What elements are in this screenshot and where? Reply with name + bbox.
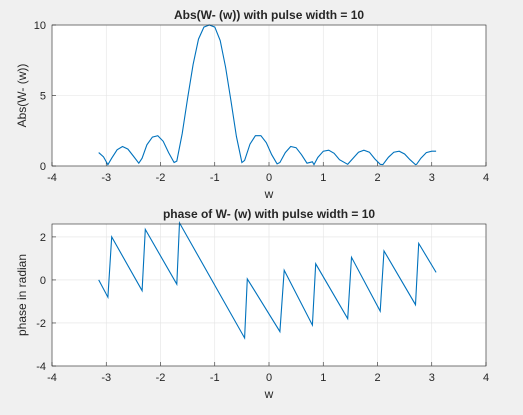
magnitude-plot: -4 -3 -2 -1 0 1 2 3 4 0 5 10 Abs(W- (w)) with puls… [15,8,489,201]
magnitude-title: Abs(W- (w)) with pulse width = 10 [174,8,364,22]
magnitude-series-line [98,24,437,166]
magnitude-x-tick-labels: -4 -3 -2 -1 0 1 2 3 4 [47,172,489,184]
magnitude-x-tick-label: -2 [156,172,166,184]
phase-y-tick-labels: -4 -2 0 2 [36,232,46,373]
magnitude-x-tick-label: -1 [210,172,220,184]
phase-x-axis-label: w [264,387,274,401]
magnitude-x-tick-label: 0 [266,172,272,184]
magnitude-y-tick-label: 5 [40,91,46,103]
magnitude-y-axis-label: Abs(W- (w)) [15,64,29,128]
magnitude-x-tick-label: 3 [429,172,435,184]
phase-x-tick-labels: -4 -3 -2 -1 0 1 2 3 4 [47,372,489,384]
magnitude-y-tick-label: 10 [34,20,46,32]
magnitude-x-tick-label: 1 [320,172,326,184]
phase-y-tick-label: 0 [40,275,46,287]
magnitude-x-tick-label: -4 [47,172,57,184]
magnitude-x-tick-label: 4 [483,172,489,184]
magnitude-y-tick-labels: 0 5 10 [34,20,46,173]
phase-title: phase of W- (w) with pulse width = 10 [163,207,375,221]
phase-y-tick-label: -4 [36,361,46,373]
phase-x-tick-label: 0 [266,372,272,384]
phase-series-line [98,220,437,340]
magnitude-x-axis-label: w [264,187,274,201]
phase-x-tick-label: 2 [374,372,380,384]
phase-x-tick-label: -4 [47,372,57,384]
phase-x-tick-label: -2 [156,372,166,384]
magnitude-y-tick-label: 0 [40,161,46,173]
phase-x-tick-label: 1 [320,372,326,384]
phase-x-tick-label: -1 [210,372,220,384]
magnitude-axes-box [51,24,487,167]
phase-x-tick-label: 3 [429,372,435,384]
phase-x-tick-label: -3 [101,372,111,384]
phase-y-axis-label: phase in radian [15,254,29,336]
phase-plot: -4 -3 -2 -1 0 1 2 3 4 -4 -2 0 2 phase of W- (w) wit… [15,207,489,401]
phase-x-tick-label: 4 [483,372,489,384]
phase-y-tick-label: -2 [36,318,46,330]
phase-axes-box [51,223,487,367]
phase-y-tick-label: 2 [40,232,46,244]
magnitude-x-tick-label: -3 [101,172,111,184]
magnitude-x-tick-label: 2 [374,172,380,184]
